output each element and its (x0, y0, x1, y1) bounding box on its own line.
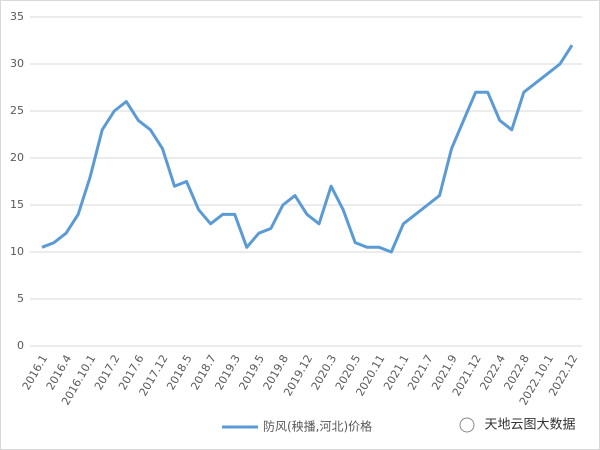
y-tick-label: 30 (10, 57, 24, 70)
y-tick-label: 15 (10, 198, 24, 211)
y-tick-label: 0 (17, 339, 24, 352)
y-tick-label: 20 (10, 151, 24, 164)
y-tick-label: 35 (10, 10, 24, 23)
watermark-icon (459, 417, 475, 433)
y-tick-label: 25 (10, 104, 24, 117)
legend-label: 防风(秧播,河北)价格 (263, 419, 372, 434)
y-tick-label: 10 (10, 245, 24, 258)
watermark: 天地云图大数据 (484, 418, 575, 433)
y-tick-label: 5 (17, 292, 24, 305)
line-series (41, 44, 574, 254)
